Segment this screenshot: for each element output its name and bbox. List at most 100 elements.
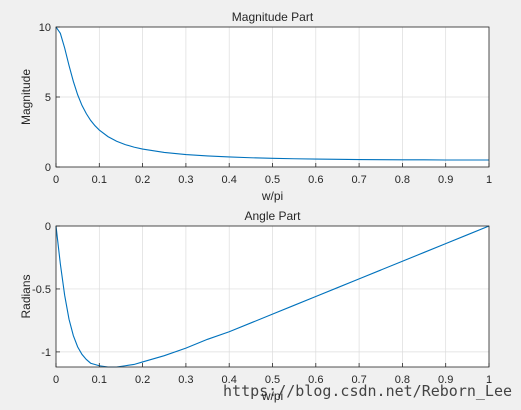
magnitude-data-point <box>64 47 65 48</box>
angle-x-tick-label: 0.1 <box>92 374 107 386</box>
magnitude-data-point <box>142 148 143 149</box>
angle-x-tick-label: 0 <box>53 374 59 386</box>
angle-data-point <box>445 243 446 244</box>
magnitude-data-point <box>164 152 165 153</box>
angle-data-point <box>467 234 468 235</box>
magnitude-data-point <box>81 105 82 106</box>
angle-y-axis-label: Radians <box>19 274 33 318</box>
magnitude-x-tick-label: 0.3 <box>178 174 193 186</box>
angle-data-point <box>185 348 186 349</box>
magnitude-data-point <box>77 94 78 95</box>
angle-data-point <box>380 269 381 270</box>
angle-data-point <box>94 364 95 365</box>
angle-data-point <box>337 287 338 288</box>
magnitude-data-point <box>133 147 134 148</box>
angle-data-point <box>164 355 165 356</box>
angle-data-point <box>142 361 143 362</box>
angle-data-point <box>207 339 208 340</box>
magnitude-data-point <box>125 144 126 145</box>
magnitude-x-tick-label: 0.5 <box>265 174 280 186</box>
angle-x-tick-label: 0.9 <box>438 374 453 386</box>
angle-data-point <box>81 354 82 355</box>
magnitude-data-point <box>68 65 69 66</box>
angle-data-point <box>68 319 69 320</box>
angle-data-point <box>64 295 65 296</box>
magnitude-data-point <box>380 159 381 160</box>
angle-data-point <box>77 346 78 347</box>
angle-data-point <box>402 261 403 262</box>
magnitude-title: Magnitude Part <box>232 10 314 24</box>
magnitude-x-tick-label: 0.7 <box>351 174 366 186</box>
magnitude-x-tick-label: 0 <box>53 174 59 186</box>
magnitude-y-tick-label: 0 <box>45 162 51 174</box>
magnitude-x-tick-label: 0.4 <box>222 174 237 186</box>
magnitude-line-series <box>55 26 489 161</box>
magnitude-data-point <box>294 158 295 159</box>
magnitude-data-point <box>402 159 403 160</box>
angle-series-line <box>55 225 490 368</box>
magnitude-data-point <box>467 159 468 160</box>
magnitude-data-point <box>90 120 91 121</box>
magnitude-data-point <box>99 129 100 130</box>
magnitude-x-axis-label: w/pi <box>261 189 283 203</box>
angle-data-point <box>73 335 74 336</box>
angle-data-point <box>294 305 295 306</box>
magnitude-x-tick-label: 0.2 <box>135 174 150 186</box>
angle-x-tick-label: 0.2 <box>135 374 150 386</box>
angle-x-tick-label: 0.5 <box>265 374 280 386</box>
magnitude-x-tick-label: 0.1 <box>92 174 107 186</box>
angle-data-point <box>359 278 360 279</box>
angle-line-series <box>55 225 490 368</box>
angle-data-point <box>86 359 87 360</box>
angle-data-point <box>250 322 251 323</box>
magnitude-data-point <box>229 156 230 157</box>
magnitude-data-point <box>86 113 87 114</box>
magnitude-data-point <box>250 157 251 158</box>
magnitude-data-point <box>207 155 208 156</box>
angle-x-tick-label: 0.3 <box>178 374 193 386</box>
magnitude-data-point <box>272 158 273 159</box>
angle-data-point <box>272 314 273 315</box>
magnitude-data-point <box>94 125 95 126</box>
magnitude-x-tick-label: 0.8 <box>395 174 410 186</box>
angle-data-point <box>423 252 424 253</box>
magnitude-y-tick-label: 10 <box>39 22 51 34</box>
magnitude-data-point <box>423 159 424 160</box>
magnitude-data-point <box>315 158 316 159</box>
angle-data-point <box>60 263 61 264</box>
magnitude-data-point <box>73 81 74 82</box>
magnitude-series-line <box>55 26 489 161</box>
magnitude-data-point <box>60 33 61 34</box>
angle-x-tick-label: 0.8 <box>395 374 410 386</box>
magnitude-data-point <box>107 136 108 137</box>
magnitude-data-point <box>337 159 338 160</box>
magnitude-data-point <box>116 141 117 142</box>
angle-y-tick-label: -0.5 <box>32 284 51 296</box>
angle-y-tick-label: 0 <box>45 221 51 233</box>
magnitude-x-tick-label: 0.9 <box>438 174 453 186</box>
angle-x-tick-label: 0.6 <box>308 374 323 386</box>
magnitude-y-tick-label: 5 <box>45 92 51 104</box>
angle-data-point <box>125 365 126 366</box>
angle-data-point <box>315 296 316 297</box>
magnitude-data-point <box>359 159 360 160</box>
angle-x-axis-label: w/pi <box>261 389 283 403</box>
angle-subplot: 0 0.1 0.2 0.3 0.4 0.5 0.6 0.7 0.8 0.9 1 0 -0.5 -1 Ang… <box>19 209 492 403</box>
angle-y-tick-label: -1 <box>41 347 51 359</box>
angle-title: Angle Part <box>244 209 301 223</box>
watermark-text: https://blog.csdn.net/Reborn_Lee <box>223 382 512 400</box>
angle-data-point <box>229 331 230 332</box>
angle-x-tick-label: 0.4 <box>222 374 237 386</box>
magnitude-x-tick-label: 0.6 <box>308 174 323 186</box>
magnitude-data-point <box>445 159 446 160</box>
magnitude-y-axis-label: Magnitude <box>19 69 33 125</box>
magnitude-data-point <box>185 154 186 155</box>
angle-ticks: 0 0.1 0.2 0.3 0.4 0.5 0.6 0.7 0.8 0.9 1 0 -0.5 -1 <box>32 221 492 386</box>
angle-x-tick-label: 1 <box>486 374 492 386</box>
angle-x-tick-label: 0.7 <box>351 374 366 386</box>
angle-data-point <box>90 363 91 364</box>
angle-data-point <box>133 364 134 365</box>
